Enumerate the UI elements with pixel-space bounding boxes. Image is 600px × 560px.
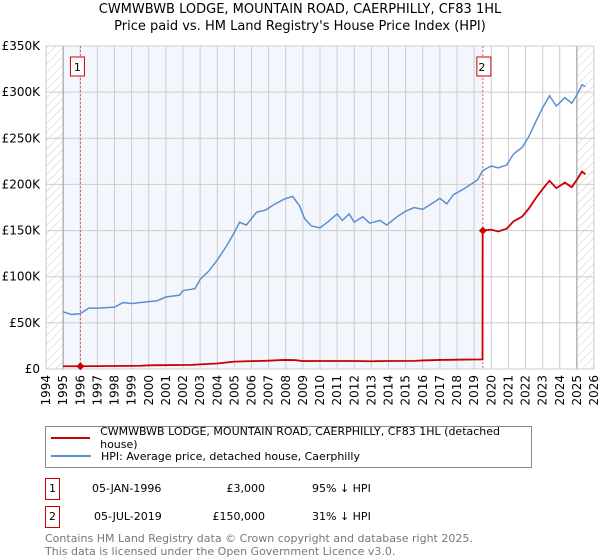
series-line — [63, 170, 587, 368]
chart-title: CWMWBWB LODGE, MOUNTAIN ROAD, CAERPHILLY… — [98, 2, 502, 17]
x-tick-label: 2008 — [279, 375, 293, 406]
x-tick-label: 2019 — [467, 375, 481, 406]
x-tick-label: 2017 — [433, 375, 447, 406]
x-tick-label: 2010 — [313, 375, 327, 406]
sale-badge-label: 1 — [74, 61, 81, 74]
y-tick-label: £200K — [2, 177, 42, 191]
x-tick-label: 2022 — [519, 375, 533, 406]
sale-hpi-diff: 95% ↓ HPI — [312, 482, 371, 495]
x-tick-label: 2015 — [399, 375, 413, 406]
x-tick-label: 2005 — [227, 375, 241, 406]
hatch-right — [576, 46, 594, 369]
x-tick-label: 1999 — [125, 375, 139, 406]
sale-badge-box — [69, 56, 85, 77]
x-tick-label: 2011 — [330, 375, 344, 406]
legend: CWMWBWB LODGE, MOUNTAIN ROAD, CAERPHILLY… — [45, 425, 532, 468]
sale-price: £3,000 — [226, 482, 266, 495]
x-tick-label: 2003 — [193, 375, 207, 406]
footer-licence: This data is licensed under the Open Gov… — [45, 545, 396, 558]
blue-line-swatch — [51, 455, 91, 457]
y-tick-label: £50K — [9, 316, 41, 330]
x-tick-label: 2002 — [176, 375, 190, 406]
x-tick-label: 2012 — [347, 375, 361, 406]
x-tick-label: 2023 — [536, 375, 550, 406]
x-tick-label: 2007 — [262, 375, 276, 406]
y-tick-label: £300K — [2, 85, 42, 99]
x-tick-label: 2000 — [142, 375, 156, 406]
y-tick-label: £100K — [2, 270, 42, 284]
x-tick-label: 1996 — [73, 375, 87, 406]
x-tick-label: 2021 — [501, 375, 515, 406]
legend-label: CWMWBWB LODGE, MOUNTAIN ROAD, CAERPHILLY… — [100, 425, 501, 451]
y-tick-label: £350K — [2, 39, 42, 53]
x-tick-label: 2018 — [450, 375, 464, 406]
legend-label: HPI: Average price, detached house, Caer… — [101, 449, 360, 463]
y-tick-label: £0 — [25, 362, 40, 376]
x-tick-label: 1997 — [90, 375, 104, 406]
footer-copyright: Contains HM Land Registry data © Crown c… — [45, 532, 473, 545]
sale-badge: 1 — [45, 478, 60, 500]
y-tick-label: £150K — [2, 224, 42, 238]
legend-item-property: CWMWBWB LODGE, MOUNTAIN ROAD, CAERPHILLY… — [51, 425, 531, 451]
x-tick-label: 1994 — [39, 375, 53, 406]
sale-price: £150,000 — [212, 510, 266, 523]
sale-badge-box — [476, 56, 492, 77]
x-tick-label: 2025 — [570, 375, 584, 406]
x-tick-label: 2020 — [484, 375, 498, 406]
x-tick-label: 2004 — [210, 375, 224, 406]
sale-point — [76, 362, 85, 371]
legend-item-hpi: HPI: Average price, detached house, Caer… — [51, 447, 360, 465]
x-tick-label: 2016 — [416, 375, 430, 406]
chart-plot: 1994 1995 1996 1997 1998 1999 2000 2001 2002 2003… — [2, 39, 600, 406]
series-line — [62, 83, 586, 316]
x-tick-label: 2024 — [553, 375, 567, 406]
x-tick-label: 2013 — [364, 375, 378, 406]
sale-hpi-diff: 31% ↓ HPI — [312, 510, 371, 523]
x-tick-label: 1995 — [56, 375, 70, 406]
x-tick-label: 2026 — [587, 375, 600, 406]
plot-border — [45, 45, 595, 370]
hatch-left — [46, 46, 64, 369]
x-tick-label: 2006 — [245, 375, 259, 406]
x-tick-label: 2014 — [382, 375, 396, 406]
x-tick-label: 1998 — [108, 375, 122, 406]
ownership-shading — [63, 46, 483, 369]
sale-date: 05-JAN-1996 — [92, 482, 162, 495]
sale-badge: 2 — [45, 506, 60, 528]
sale-date: 05-JUL-2019 — [94, 510, 162, 523]
sale-point — [478, 226, 487, 235]
chart-subtitle: Price paid vs. HM Land Registry's House … — [114, 19, 486, 34]
x-tick-label: 2001 — [159, 375, 173, 406]
red-line-swatch — [51, 437, 91, 439]
sale-badge-label: 2 — [478, 61, 485, 74]
x-tick-label: 2009 — [296, 375, 310, 406]
y-tick-label: £250K — [2, 131, 42, 145]
